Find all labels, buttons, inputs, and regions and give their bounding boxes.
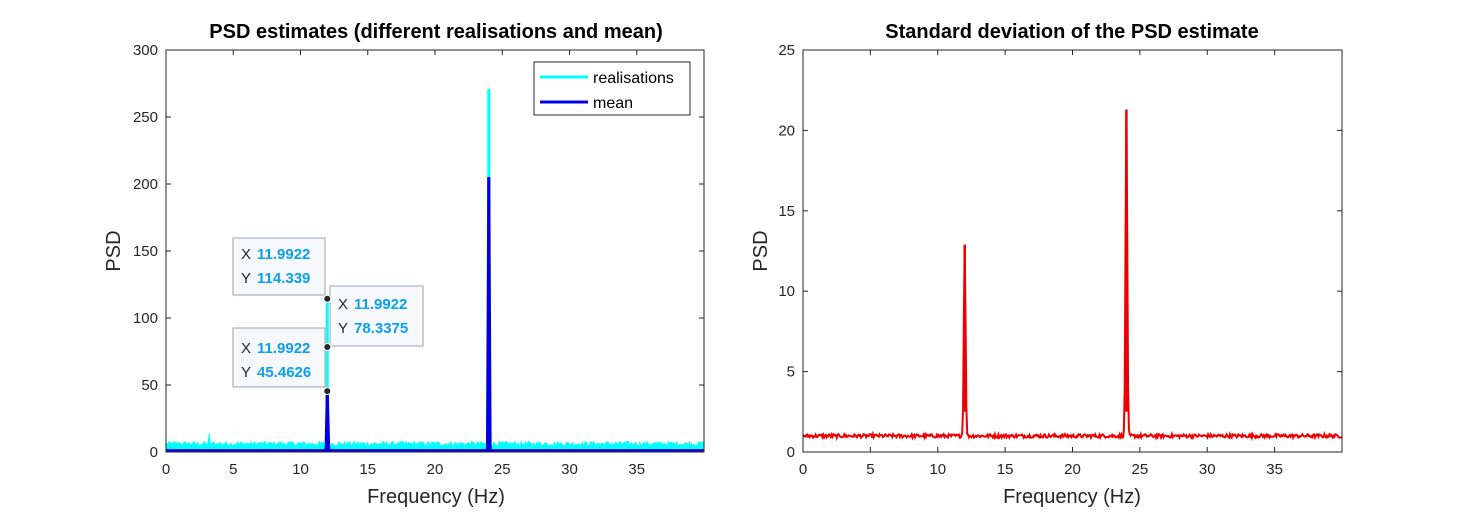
datatip-marker[interactable] (323, 387, 332, 396)
y-axis-ticks: 0 5 10 15 20 25 (778, 42, 1342, 461)
series-layer (802, 109, 1343, 442)
x-tick-label: 20 (1064, 461, 1081, 478)
chart-title: PSD estimates (different realisations an… (209, 21, 662, 43)
x-axis-label: Frequency (Hz) (367, 486, 505, 508)
y-axis-label: PSD (750, 230, 772, 271)
y-tick-label: 0 (787, 444, 795, 461)
x-tick-label: 20 (427, 461, 444, 478)
y-tick-label: 200 (133, 176, 158, 193)
y-tick-label: 0 (150, 444, 158, 461)
x-axis-label: Frequency (Hz) (1003, 486, 1141, 508)
y-tick-label: 20 (778, 122, 795, 139)
datatip-x-key: X (338, 296, 348, 313)
y-tick-label: 15 (778, 203, 795, 220)
series-realisations-band (165, 433, 705, 453)
datatip-y-key: Y (338, 320, 348, 337)
axes-box (802, 49, 1343, 453)
x-tick-label: 15 (997, 461, 1014, 478)
x-tick-label: 30 (1199, 461, 1216, 478)
datatip-marker[interactable] (323, 294, 332, 303)
axes-box (165, 49, 705, 453)
datatip-x-value: 11.9922 (354, 296, 407, 313)
y-tick-label: 5 (787, 364, 795, 381)
legend-label-mean: mean (593, 95, 633, 112)
series-layer (165, 88, 705, 453)
y-tick-label: 50 (141, 377, 158, 394)
datatip-y-key: Y (241, 270, 251, 287)
y-axis-ticks: 0 50 100 150 200 250 300 (133, 42, 704, 461)
series-std-line (802, 110, 1343, 442)
datatips: X 11.9922 Y 114.339 X 11.9922 Y 78.3375 … (232, 237, 424, 396)
datatip-y-value: 78.3375 (354, 320, 408, 337)
y-tick-label: 10 (778, 283, 795, 300)
x-tick-label: 35 (1266, 461, 1283, 478)
x-tick-label: 10 (929, 461, 946, 478)
y-axis-label: PSD (103, 230, 125, 271)
datatip-y-key: Y (241, 364, 251, 381)
datatip-box (232, 237, 326, 296)
datatip[interactable]: X 11.9922 Y 78.3375 (329, 285, 424, 347)
y-tick-label: 25 (778, 42, 795, 59)
x-tick-label: 35 (628, 461, 645, 478)
plot-area (803, 50, 1342, 452)
x-tick-label: 25 (1132, 461, 1149, 478)
x-tick-label: 10 (292, 461, 309, 478)
psd-estimates-chart: PSD estimates (different realisations an… (103, 21, 705, 508)
x-tick-label: 0 (162, 461, 170, 478)
x-tick-label: 15 (359, 461, 376, 478)
datatip-x-value: 11.9922 (257, 340, 310, 357)
datatip-box (232, 327, 326, 388)
datatip[interactable]: X 11.9922 Y 45.4626 (232, 327, 326, 388)
y-tick-label: 250 (133, 109, 158, 126)
datatip-y-value: 45.4626 (257, 364, 311, 381)
datatip[interactable]: X 11.9922 Y 114.339 (232, 237, 326, 296)
x-tick-label: 5 (866, 461, 874, 478)
datatip-x-key: X (241, 340, 251, 357)
y-tick-label: 300 (133, 42, 158, 59)
datatip-marker[interactable] (323, 343, 332, 352)
legend-label-realisations: realisations (593, 70, 674, 87)
y-tick-label: 150 (133, 243, 158, 260)
datatip-box (329, 285, 424, 347)
chart-title: Standard deviation of the PSD estimate (885, 21, 1258, 43)
std-deviation-chart: Standard deviation of the PSD estimate 0… (750, 21, 1343, 508)
legend[interactable]: realisations mean (533, 61, 691, 116)
x-tick-label: 30 (561, 461, 578, 478)
x-tick-label: 5 (229, 461, 237, 478)
x-tick-label: 0 (799, 461, 807, 478)
x-tick-label: 25 (494, 461, 511, 478)
y-tick-label: 100 (133, 310, 158, 327)
legend-box (533, 61, 691, 116)
datatip-x-value: 11.9922 (257, 246, 310, 263)
datatip-x-key: X (241, 246, 251, 263)
datatip-y-value: 114.339 (257, 270, 310, 287)
